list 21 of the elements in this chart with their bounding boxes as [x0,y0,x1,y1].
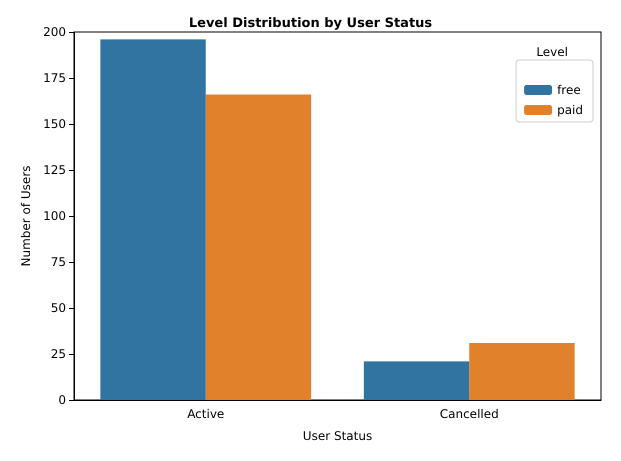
y-tick-label: 125 [43,163,66,177]
legend-label: paid [557,103,583,117]
y-tick-label: 100 [43,209,66,223]
bar [206,94,312,400]
legend-title: Level [536,45,568,59]
bar [364,361,470,400]
chart-title: Level Distribution by User Status [188,16,432,31]
y-tick-label: 25 [50,347,66,361]
x-axis-title: User Status [302,429,372,443]
bar [100,39,206,400]
y-tick-label: 0 [58,393,66,407]
legend-label: free [557,83,581,97]
y-tick-label: 175 [43,71,66,85]
y-axis-title: Number of Users [19,165,34,267]
x-tick-label: Cancelled [440,407,499,421]
y-tick-label: 150 [43,117,66,131]
y-tick-label: 200 [43,25,66,39]
y-tick-label: 50 [50,301,66,315]
y-tick-label: 75 [50,255,66,269]
x-tick-label: Active [187,407,224,421]
bar [469,342,575,400]
